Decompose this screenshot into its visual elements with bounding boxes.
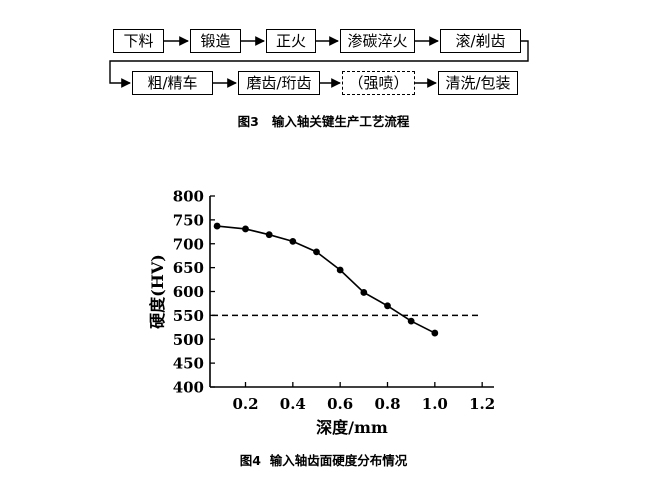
step-shot-peening: （强喷）: [342, 71, 415, 95]
step-normalizing: 正火: [266, 29, 316, 53]
hardness-point: [384, 302, 391, 310]
step-cleaning-packaging: 清洗/包装: [438, 71, 518, 95]
x-tick-label: 0.4: [280, 395, 306, 413]
step-hobbing-shaving: 滚/剃齿: [440, 29, 521, 53]
y-tick-label: 550: [173, 307, 204, 325]
figure3-caption: 图3 输入轴关键生产工艺流程: [237, 114, 410, 129]
x-tick-label: 1.2: [469, 395, 495, 413]
y-tick-label: 700: [173, 235, 204, 253]
y-tick-label: 500: [173, 331, 204, 349]
y-tick-label: 600: [173, 283, 204, 301]
figure4-caption: 图4 输入轴齿面硬度分布情况: [239, 453, 408, 468]
hardness-point: [289, 237, 297, 245]
hardness-point: [360, 289, 368, 296]
y-tick-label: 800: [173, 188, 204, 206]
y-tick-label: 750: [173, 211, 204, 229]
x-axis-title: 深度/mm: [316, 418, 388, 437]
hardness-series-line: [217, 225, 436, 334]
hardness-point: [213, 222, 221, 230]
y-axis-title: 硬度(HV): [148, 254, 167, 329]
hardness-point: [336, 266, 344, 274]
x-tick-label: 0.6: [327, 395, 353, 413]
arrow-row1-to-row2: [109, 40, 529, 88]
hardness-point: [407, 317, 415, 325]
y-tick-label: 450: [173, 355, 204, 373]
y-tick-label: 400: [173, 379, 204, 397]
hardness-point: [242, 225, 249, 233]
step-blanking: 下料: [113, 29, 164, 53]
process-flow-arrows: [109, 36, 529, 88]
step-grinding-honing: 磨齿/珩齿: [238, 71, 320, 95]
x-tick-label: 0.8: [374, 395, 400, 413]
x-tick-label: 1.0: [422, 395, 448, 413]
step-carburizing-quenching: 渗碳淬火: [340, 29, 415, 53]
step-rough-finish-turning: 粗/精车: [132, 71, 213, 95]
hardness-point: [313, 248, 320, 256]
x-tick-label: 0.2: [232, 395, 258, 413]
hardness-point: [265, 231, 273, 239]
y-tick-label: 650: [173, 259, 204, 277]
hardness-point: [431, 329, 439, 337]
step-forging: 锻造: [190, 29, 241, 53]
